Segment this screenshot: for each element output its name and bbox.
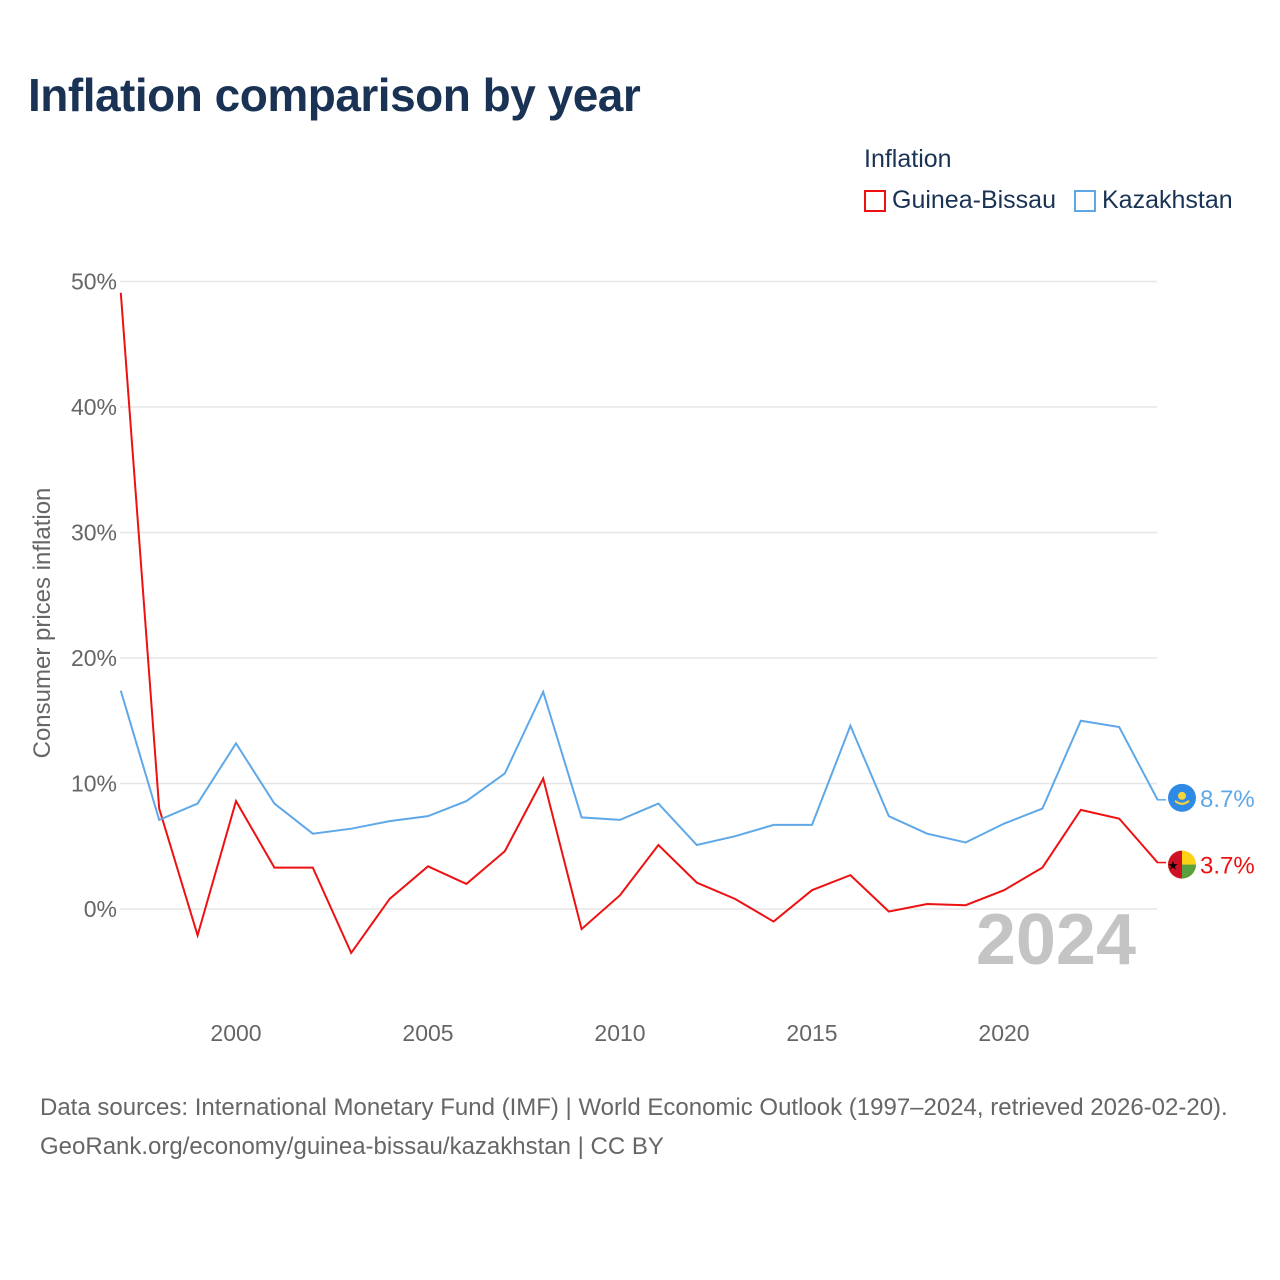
x-tick-label: 2020: [978, 1020, 1029, 1046]
y-tick-label: 0%: [84, 896, 117, 922]
flag-eagle: [1174, 800, 1190, 805]
year-watermark: 2024: [976, 900, 1136, 980]
y-tick-label: 50%: [71, 269, 117, 295]
legend-item-kazakhstan[interactable]: Kazakhstan: [1073, 186, 1233, 215]
y-axis-label: Consumer prices inflation: [29, 488, 56, 759]
legend-label: Kazakhstan: [1101, 186, 1233, 214]
flag-red: [1168, 850, 1182, 879]
end-value-label: 8.7%: [1200, 786, 1255, 813]
x-tick-label: 2015: [786, 1020, 837, 1046]
legend: Guinea-Bissau Kazakhstan: [864, 186, 1233, 215]
end-value-label: 3.7%: [1200, 853, 1255, 880]
x-tick-label: 2000: [210, 1020, 261, 1046]
legend-item-guinea-bissau[interactable]: Guinea-Bissau: [864, 186, 1056, 215]
legend-title: Inflation: [864, 145, 952, 173]
y-tick-label: 40%: [71, 394, 117, 420]
page-title: Inflation comparison by year: [28, 69, 641, 121]
x-tick-label: 2010: [594, 1020, 645, 1046]
series-line-guinea-bissau: [119, 292, 1159, 955]
data-sources: Data sources: International Monetary Fun…: [40, 1094, 1228, 1121]
y-tick-label: 10%: [71, 771, 117, 797]
y-tick-label: 20%: [71, 645, 117, 671]
flag-sun: [1178, 791, 1186, 800]
x-tick-label: 2005: [402, 1020, 453, 1046]
flag-star: ★: [1168, 859, 1179, 873]
footer: Data sources: International Monetary Fun…: [40, 1088, 1250, 1166]
series-line-kazakhstan: [119, 689, 1159, 847]
legend-label: Guinea-Bissau: [892, 186, 1056, 214]
credit-link[interactable]: GeoRank.org/economy/guinea-bissau/kazakh…: [40, 1133, 664, 1160]
legend-swatch: [864, 189, 886, 212]
y-tick-label: 30%: [71, 520, 117, 546]
legend-swatch: [1073, 189, 1096, 212]
flag-green: [1182, 864, 1196, 879]
